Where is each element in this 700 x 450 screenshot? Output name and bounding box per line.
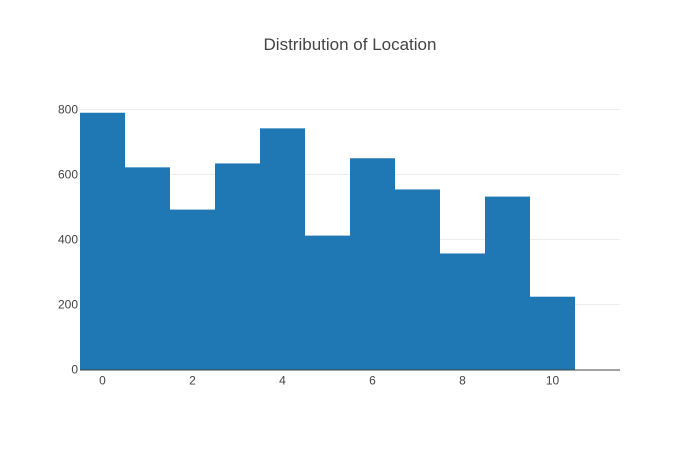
chart-title: Distribution of Location (264, 35, 437, 54)
y-tick-label: 400 (58, 233, 78, 247)
histogram-bar (440, 253, 485, 370)
x-tick-label: 8 (459, 374, 466, 388)
y-tick-label: 800 (58, 103, 78, 117)
histogram-bar (530, 296, 575, 370)
x-tick-label: 6 (369, 374, 376, 388)
x-tick-label: 4 (279, 374, 286, 388)
y-axis-ticks: 0 200 400 600 800 (58, 103, 78, 377)
x-tick-label: 10 (546, 374, 560, 388)
x-tick-label: 2 (189, 374, 196, 388)
histogram-bar (260, 128, 305, 370)
histogram-bar (395, 189, 440, 370)
x-axis-ticks: 0 2 4 6 8 10 (99, 374, 559, 388)
histogram-bar (125, 167, 170, 370)
histogram-bar (80, 112, 125, 370)
y-tick-label: 0 (71, 363, 78, 377)
y-tick-label: 200 (58, 298, 78, 312)
y-tick-label: 600 (58, 168, 78, 182)
histogram-bar (350, 158, 395, 370)
histogram-bar (170, 209, 215, 370)
histogram-bar (305, 235, 350, 370)
x-tick-label: 0 (99, 374, 106, 388)
histogram-bar (485, 196, 530, 370)
bars (80, 112, 575, 370)
histogram-bar (215, 163, 260, 370)
